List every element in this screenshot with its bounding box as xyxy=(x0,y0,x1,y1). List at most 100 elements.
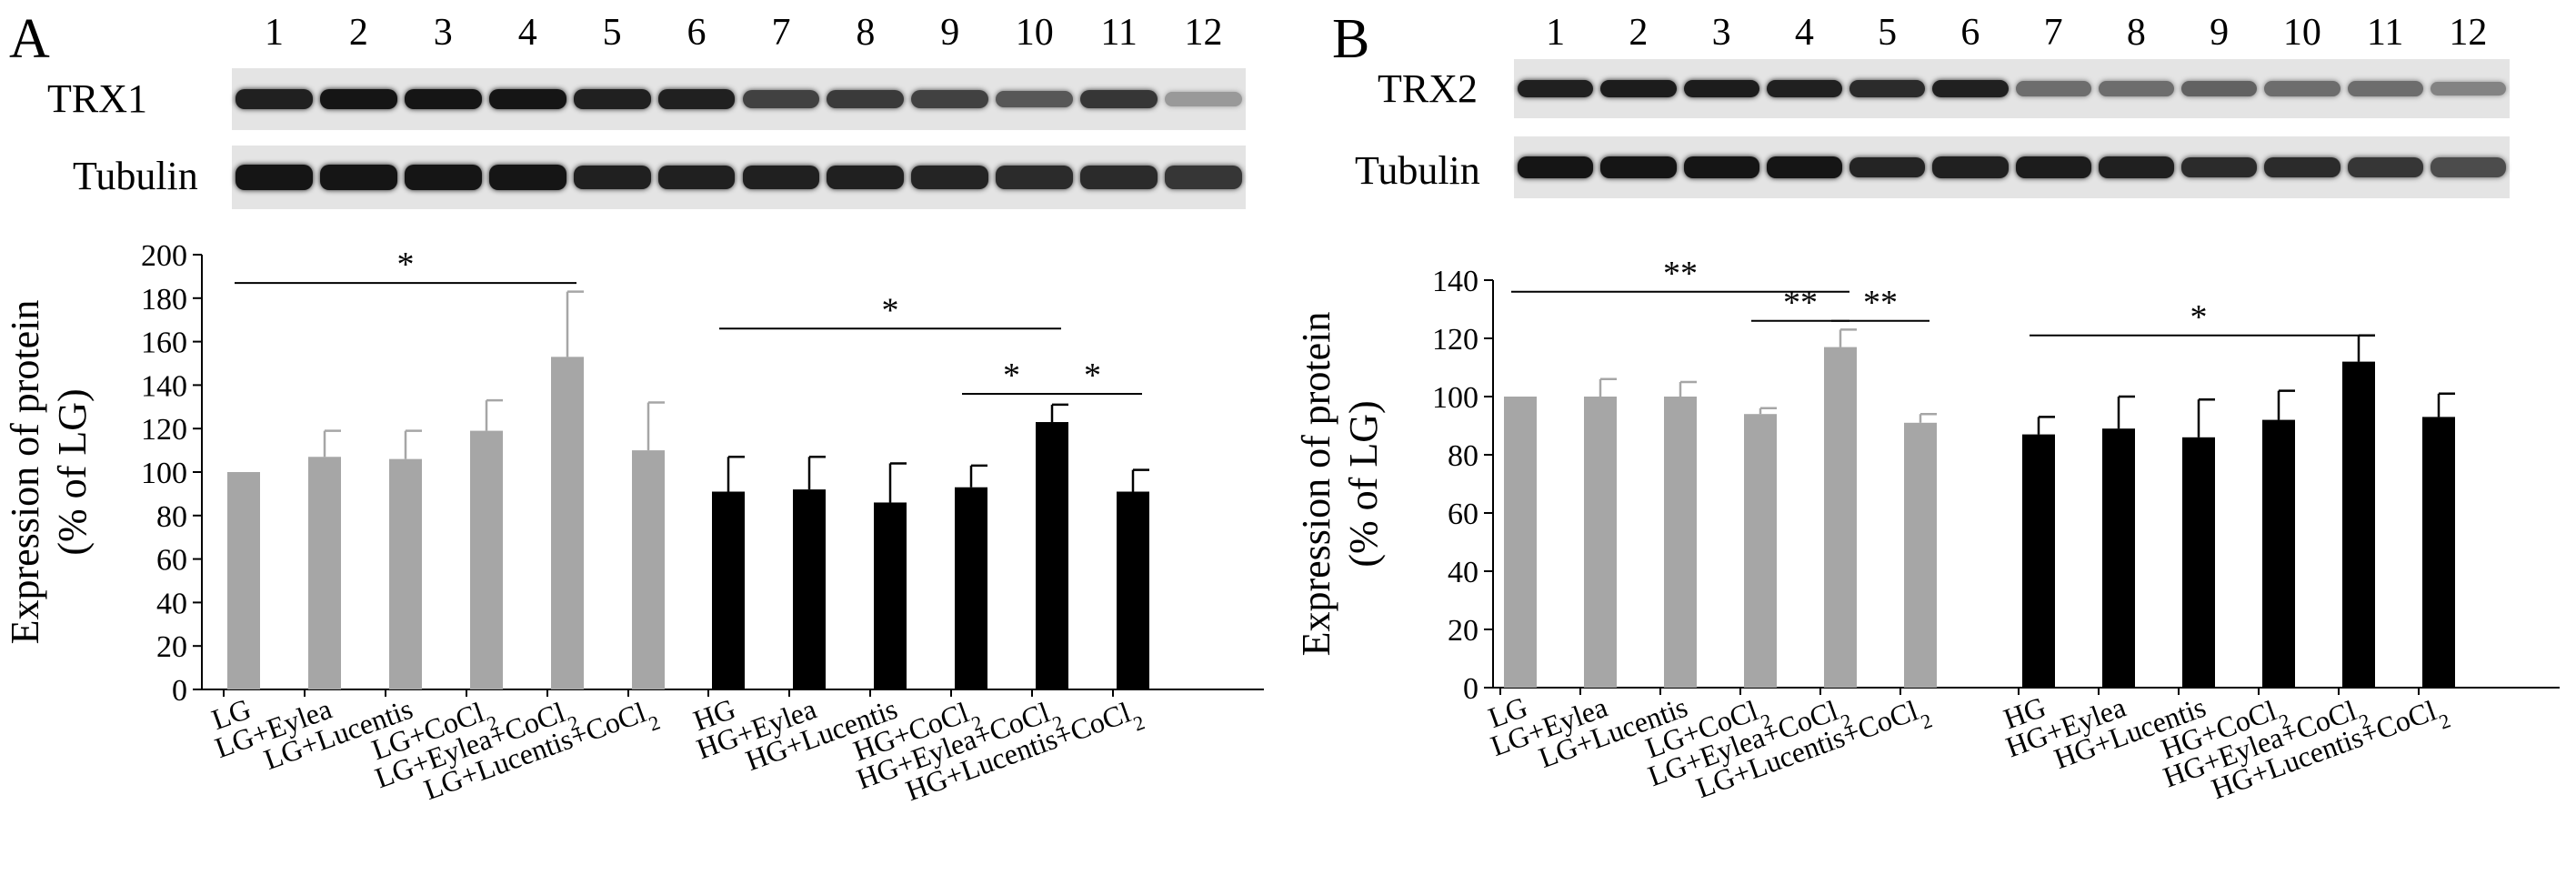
significance-mark: * xyxy=(397,246,415,284)
significance-mark: ** xyxy=(1783,284,1818,322)
y-tick-label: 20 xyxy=(156,630,187,664)
significance-mark: * xyxy=(1084,357,1101,395)
blot-band xyxy=(236,165,313,190)
lane-number: 1 xyxy=(1546,12,1566,54)
lane-number: 11 xyxy=(2366,12,2404,54)
bar xyxy=(1904,422,1937,688)
bar xyxy=(712,491,745,689)
blot-band xyxy=(2098,156,2174,178)
bar xyxy=(1584,397,1617,688)
lane-number: 12 xyxy=(1184,12,1223,54)
panel-b: B TRX2 Tubulin 0 20 40 60 80 100 120 140 Express… xyxy=(1291,0,2576,885)
blot-band xyxy=(573,165,651,190)
bar-chart-a: 0 20 40 60 80 100 120 140 160 180 200 Expression of… xyxy=(3,239,1264,807)
blot-band xyxy=(404,89,482,109)
bar xyxy=(2422,417,2455,688)
lane-number: 7 xyxy=(771,12,791,54)
blot-band xyxy=(1165,91,1242,107)
bar xyxy=(1824,347,1857,688)
y-tick-label: 120 xyxy=(141,413,187,447)
y-tick-label: 40 xyxy=(1448,556,1478,589)
blot-band xyxy=(319,89,397,109)
blot-band xyxy=(2098,81,2174,96)
blot-band xyxy=(1932,79,2009,98)
blot-band xyxy=(2264,156,2340,178)
bar xyxy=(2022,434,2055,688)
blot-band xyxy=(1683,156,1759,178)
blot-band xyxy=(1766,156,1842,178)
blot-band xyxy=(827,165,905,190)
y-tick-label: 40 xyxy=(156,587,187,620)
y-axis-label: (% of LG) xyxy=(50,388,95,555)
blot-band xyxy=(236,89,313,109)
bar xyxy=(874,502,907,689)
blot-band xyxy=(911,90,989,108)
panel-letter: A xyxy=(9,8,50,70)
panel-letter: B xyxy=(1332,8,1370,70)
lane-number: 4 xyxy=(1794,12,1814,54)
y-tick-label: 100 xyxy=(1432,381,1478,415)
lane-number: 8 xyxy=(2126,12,2146,54)
lane-number: 12 xyxy=(2449,12,2488,54)
y-axis-label: (% of LG) xyxy=(1341,400,1386,567)
significance-mark: ** xyxy=(1663,255,1698,293)
lane-number: 9 xyxy=(940,12,960,54)
blot-band xyxy=(2430,157,2506,177)
lane-number: 5 xyxy=(602,12,622,54)
lane-number: 5 xyxy=(1878,12,1898,54)
blot-band xyxy=(996,90,1074,108)
significance-mark: * xyxy=(1003,357,1020,395)
western-blot-trx2 xyxy=(1514,59,2510,118)
blot-band xyxy=(2181,81,2258,96)
bar xyxy=(793,489,826,689)
y-tick-label: 60 xyxy=(156,544,187,578)
blot-band xyxy=(742,165,820,190)
y-tick-label: 100 xyxy=(141,457,187,490)
y-tick-label: 80 xyxy=(1448,439,1478,473)
y-tick-label: 200 xyxy=(141,239,187,273)
y-tick-label: 120 xyxy=(1432,323,1478,357)
bar xyxy=(551,357,584,689)
y-tick-label: 180 xyxy=(141,283,187,317)
blot-band xyxy=(996,165,1074,190)
blot-label-tubulin: Tubulin xyxy=(73,154,198,198)
blot-band xyxy=(2264,81,2340,96)
blot-band xyxy=(1932,156,2009,178)
blot-band xyxy=(2430,81,2506,96)
blot-band xyxy=(2181,156,2258,178)
lane-number: 7 xyxy=(2043,12,2063,54)
western-blot-trx1 xyxy=(232,68,1246,130)
lane-number: 10 xyxy=(2282,12,2321,54)
western-blot-tubulin xyxy=(1514,136,2510,198)
blot-band xyxy=(319,165,397,190)
bar xyxy=(1744,414,1777,688)
bar xyxy=(1117,491,1149,689)
bar xyxy=(632,450,665,689)
lane-number: 3 xyxy=(1711,12,1731,54)
lane-number: 6 xyxy=(687,12,707,54)
blot-band xyxy=(1518,156,1594,178)
blot-band xyxy=(1080,89,1158,109)
significance-mark: * xyxy=(882,291,899,329)
bar xyxy=(1664,397,1697,688)
blot-band xyxy=(404,165,482,190)
panel-a: A TRX1 Tubulin 0 20 40 60 80 100 120 140 160 180 2… xyxy=(3,8,1264,807)
blot-band xyxy=(488,165,566,190)
blot-band xyxy=(1849,156,1926,178)
blot-band xyxy=(1518,79,1594,98)
bar xyxy=(389,458,422,689)
lane-number: 6 xyxy=(1960,12,1980,54)
western-blot-tubulin xyxy=(232,146,1246,209)
bar xyxy=(1504,397,1537,688)
y-axis-label: Expression of protein xyxy=(3,300,47,645)
y-tick-label: 0 xyxy=(172,674,187,708)
lane-number: 4 xyxy=(517,12,537,54)
y-tick-label: 160 xyxy=(141,327,187,360)
blot-band xyxy=(1849,80,1926,97)
blot-band xyxy=(2015,156,2091,178)
y-tick-label: 20 xyxy=(1448,614,1478,648)
blot-band xyxy=(1600,79,1677,98)
lane-number: 2 xyxy=(348,12,368,54)
lane-number: 11 xyxy=(1100,12,1138,54)
blot-band xyxy=(657,165,736,190)
